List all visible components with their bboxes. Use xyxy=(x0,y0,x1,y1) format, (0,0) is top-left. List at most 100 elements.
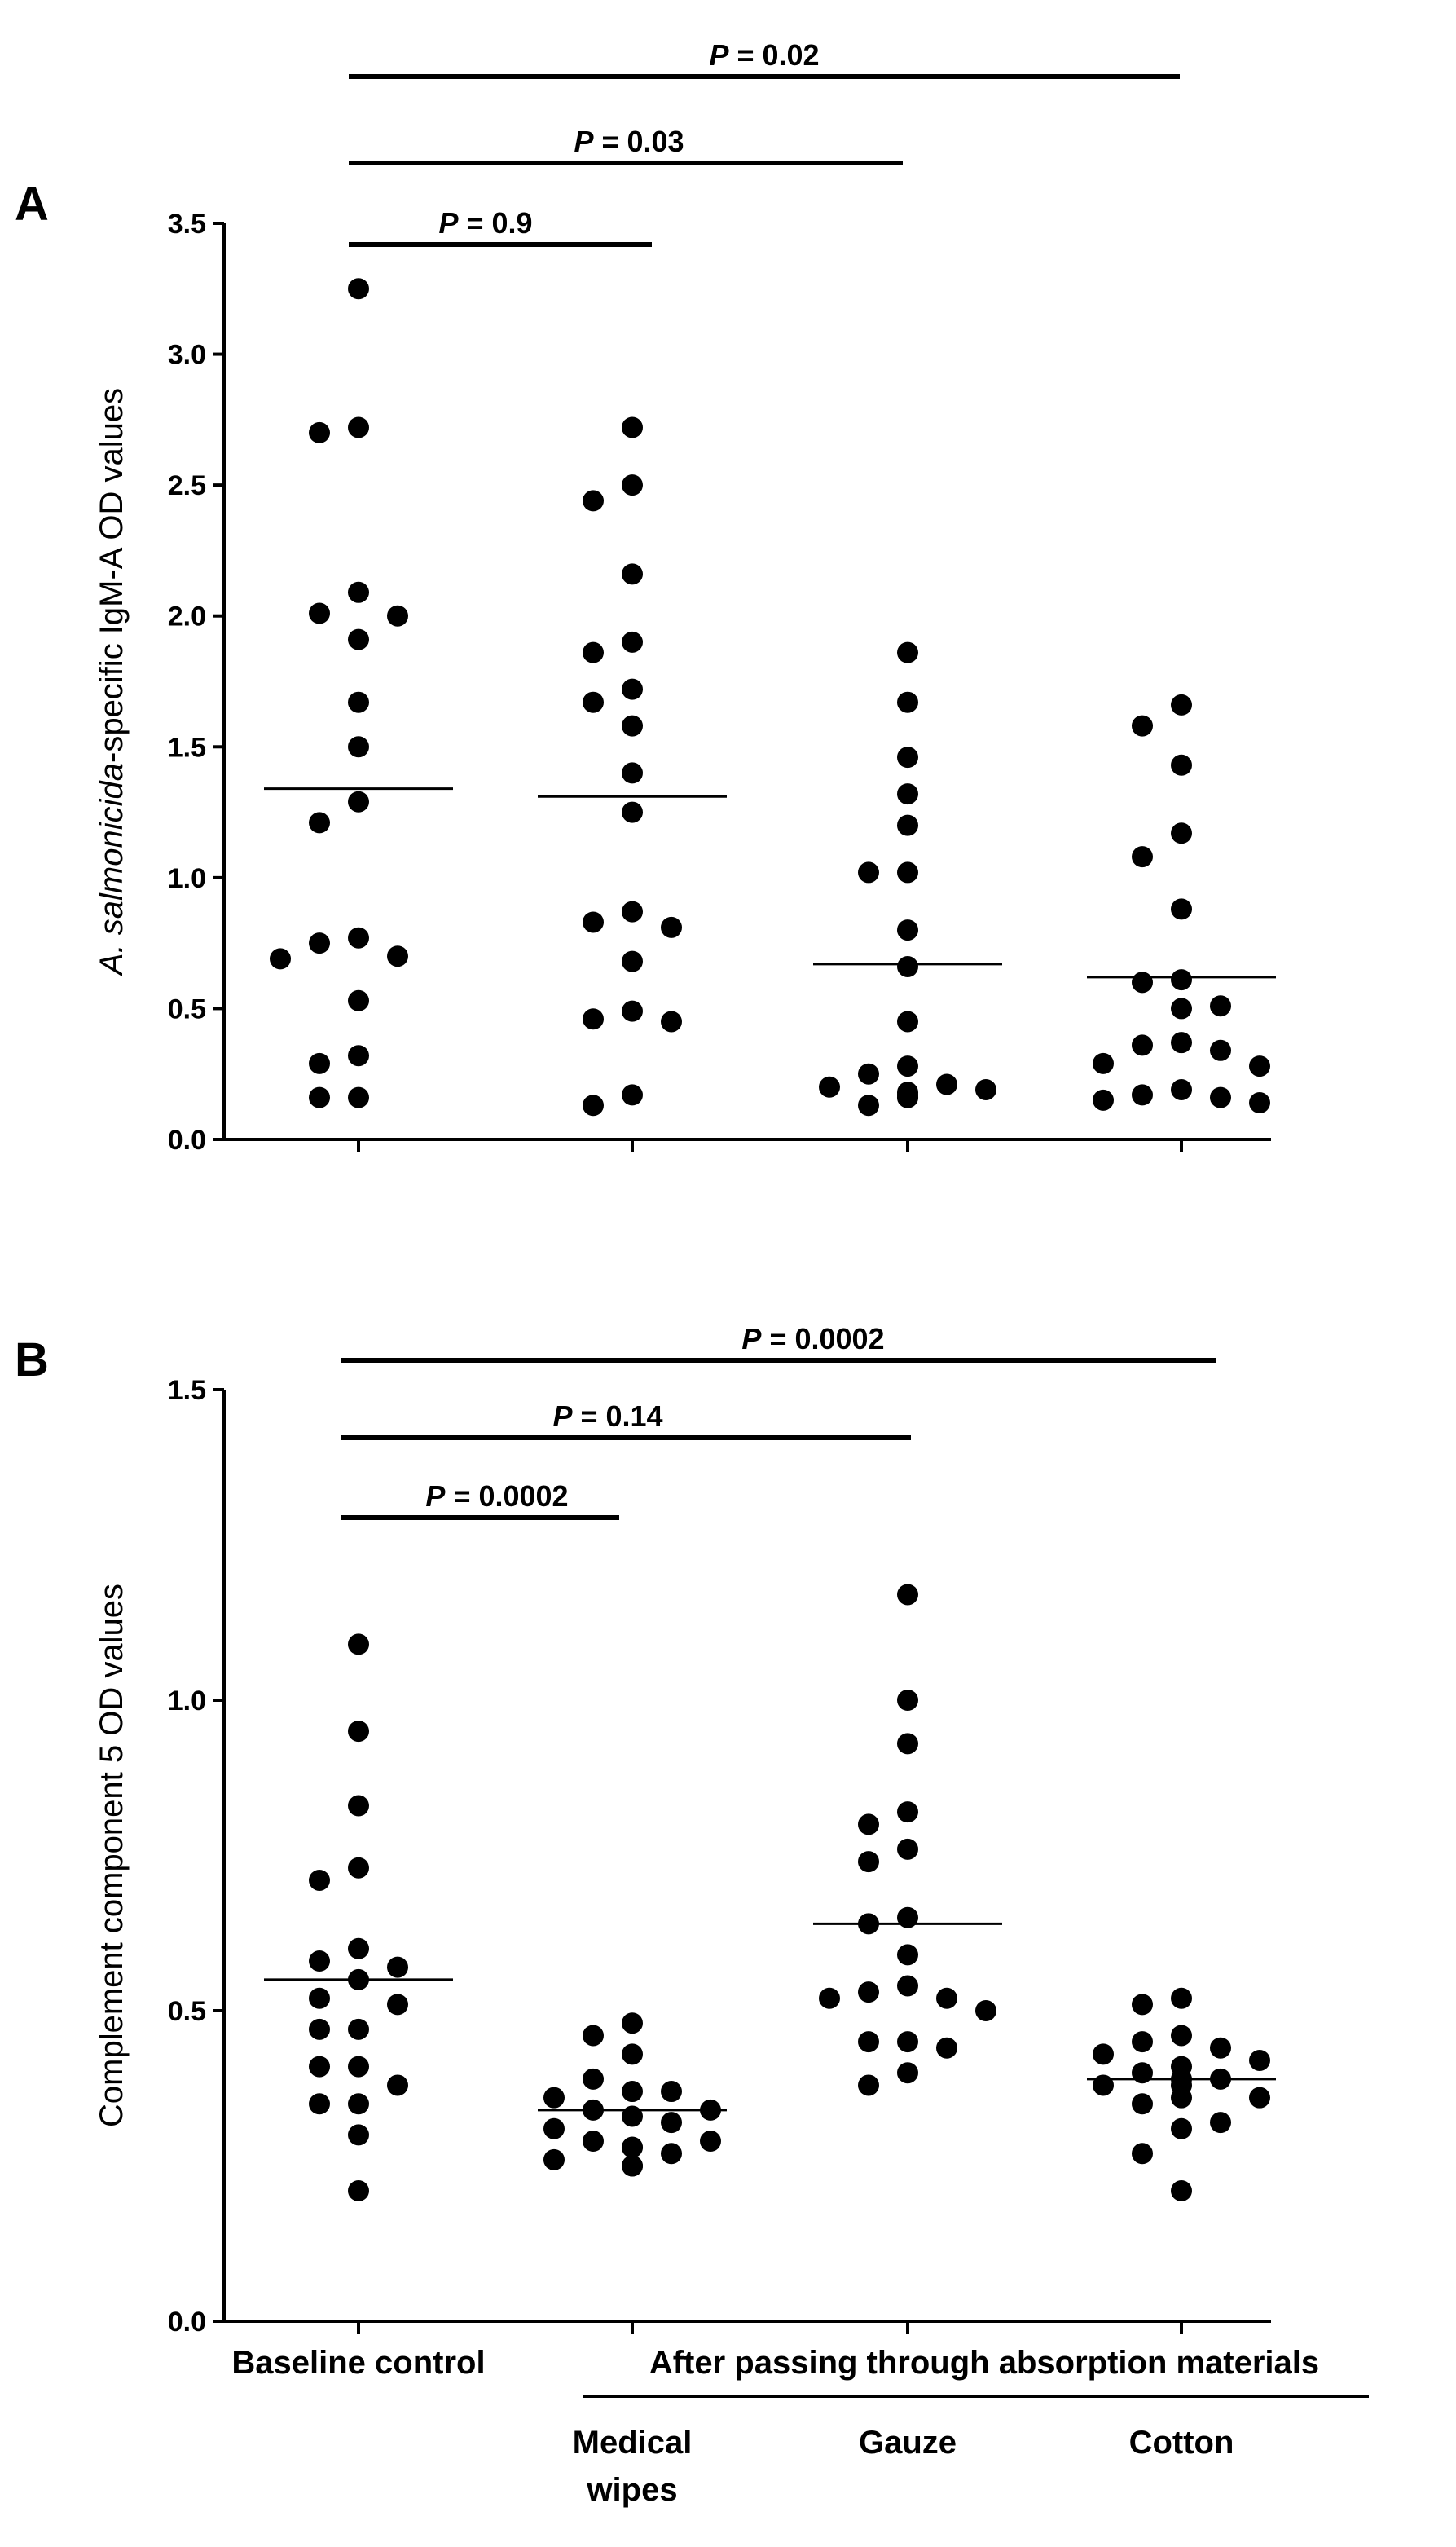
panel-a-point xyxy=(622,715,643,737)
panel-b-y-tick-label: 0.0 xyxy=(168,2307,206,2338)
panel-b-point xyxy=(897,1584,918,1606)
panel-a-point xyxy=(583,490,604,512)
panel-b-y-axis-label-text: Complement component 5 OD values xyxy=(94,1584,130,2127)
panel-b-point xyxy=(897,1801,918,1823)
panel-a-y-axis-label: A. salmonicida-specific IgM-A OD values xyxy=(94,388,130,976)
panel-b-letter: B xyxy=(15,1333,49,1386)
panel-b-y-axis-label: Complement component 5 OD values xyxy=(94,1584,130,2127)
panel-b-point xyxy=(661,2112,682,2134)
panel-b-point xyxy=(1132,2093,1153,2115)
panel-a-point xyxy=(583,641,604,663)
panel-b-p-symbol: P xyxy=(552,1399,573,1433)
panel-a-point xyxy=(1171,1078,1192,1100)
panel-a-point xyxy=(661,1011,682,1033)
panel-a-p-text: = 0.03 xyxy=(593,125,684,158)
panel-b-group-baseline-control xyxy=(264,1633,453,2201)
panel-a-point xyxy=(1132,715,1153,737)
panel-a-point xyxy=(1249,1092,1270,1114)
x-label-gauze: Gauze xyxy=(859,2425,957,2461)
panel-a-point xyxy=(622,762,643,784)
panel-b-point xyxy=(622,2136,643,2158)
panel-b-point xyxy=(700,2131,721,2153)
panel-a-point xyxy=(897,747,918,769)
panel-b-point xyxy=(897,1944,918,1966)
panel-b-point xyxy=(543,2148,565,2170)
panel-b-point xyxy=(897,1975,918,1997)
panel-b-point xyxy=(583,2068,604,2090)
panel-a-point xyxy=(583,691,604,713)
panel-b-p-text: = 0.0002 xyxy=(761,1322,884,1355)
panel-a-point xyxy=(1171,1032,1192,1054)
panel-b-point xyxy=(975,2000,996,2021)
panel-a-point xyxy=(309,421,330,443)
panel-b-point xyxy=(897,1838,918,1860)
panel-a-point xyxy=(897,919,918,941)
panel-b-p-text: = 0.14 xyxy=(572,1399,662,1433)
panel-b-point xyxy=(936,1987,957,2009)
panel-a-point xyxy=(819,1076,840,1098)
panel-a-y-axis-label-text: -specific IgM-A OD values xyxy=(94,388,130,763)
panel-b-point xyxy=(622,2012,643,2034)
panel-b-point xyxy=(348,2018,369,2040)
panel-b-point xyxy=(1132,1994,1153,2016)
panel-a-y-axis-label-italic: A. salmonicida xyxy=(94,763,130,976)
panel-a-point xyxy=(936,1073,957,1095)
panel-a-point xyxy=(858,1095,879,1117)
panel-b-y-tick-label: 1.5 xyxy=(168,1375,206,1406)
panel-a-point xyxy=(622,678,643,700)
panel-a-point xyxy=(309,812,330,834)
panel-a-point xyxy=(1210,1086,1231,1108)
panel-b-point xyxy=(1171,2025,1192,2047)
panel-b-point xyxy=(1171,2117,1192,2139)
panel-b-point xyxy=(897,2031,918,2053)
panel-b-point xyxy=(897,2062,918,2084)
panel-b-point xyxy=(1171,2087,1192,2109)
x-label-medical-wipes-line1: Medical xyxy=(573,2425,693,2461)
panel-b-point xyxy=(387,1956,408,1978)
panel-a-letter: A xyxy=(15,178,49,231)
panel-b-point xyxy=(858,2074,879,2096)
panel-a-p-value: P = 0.03 xyxy=(574,125,684,158)
panel-a-point xyxy=(897,861,918,884)
panel-a-point xyxy=(622,950,643,972)
panel-a-y-tick-label: 0.5 xyxy=(168,994,206,1025)
panel-a-point xyxy=(897,956,918,978)
panel-a-point xyxy=(1171,694,1192,716)
panel-a-point xyxy=(661,916,682,938)
panel-b-point xyxy=(348,2179,369,2201)
panel-a-point xyxy=(348,1086,369,1108)
x-label-cotton: Cotton xyxy=(1129,2425,1234,2461)
panel-b-point xyxy=(1210,2112,1231,2134)
panel-b-point xyxy=(348,2093,369,2115)
panel-a-p-symbol: P xyxy=(709,38,729,72)
panel-a-point xyxy=(1171,969,1192,991)
panel-a-point xyxy=(348,416,369,438)
panel-b-point xyxy=(897,1733,918,1755)
panel-b-point xyxy=(309,1950,330,1972)
panel-a-y-tick-label: 2.5 xyxy=(168,470,206,501)
panel-a-point xyxy=(1210,1039,1231,1061)
panel-a-point xyxy=(897,783,918,805)
panel-b-point xyxy=(583,2131,604,2153)
panel-b-point xyxy=(936,2037,957,2059)
panel-a-p-text: = 0.9 xyxy=(458,206,532,240)
panel-b-point xyxy=(543,2117,565,2139)
panel-a-point xyxy=(1093,1089,1114,1111)
panel-b-point xyxy=(858,1981,879,2003)
panel-b-point xyxy=(348,1937,369,1959)
panel-b-point xyxy=(1171,2179,1192,2201)
panel-a-point xyxy=(897,691,918,713)
panel-a-point xyxy=(858,861,879,884)
panel-a-point xyxy=(622,474,643,496)
panel-b-point xyxy=(348,1633,369,1655)
panel-a-point xyxy=(309,932,330,954)
panel-a-point xyxy=(1132,1084,1153,1106)
panel-b-point xyxy=(1249,2049,1270,2071)
panel-a-point xyxy=(348,927,369,949)
panel-b-p-value: P = 0.0002 xyxy=(741,1322,884,1355)
panel-b-group-medical-wipes xyxy=(538,2012,727,2177)
panel-a-point xyxy=(1171,754,1192,776)
panel-a-group-baseline-control xyxy=(264,278,453,1108)
panel-b-group-cotton xyxy=(1087,1987,1276,2201)
panel-a-point xyxy=(897,641,918,663)
